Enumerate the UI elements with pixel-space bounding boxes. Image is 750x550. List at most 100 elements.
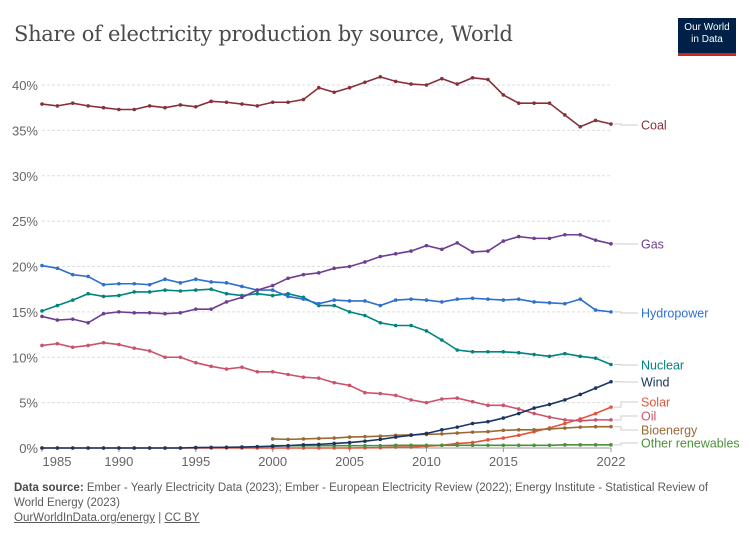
line-chart: 0% 5% 10% 15% 20% 25% 30% 35% 40% 1985 1990 1995 200… <box>12 75 740 469</box>
data-point <box>532 406 536 410</box>
y-tick-label: 20% <box>12 260 38 275</box>
data-point <box>270 100 275 105</box>
data-point <box>424 431 429 436</box>
data-point <box>609 405 613 409</box>
data-point <box>163 446 167 450</box>
data-point <box>501 239 506 243</box>
license-link[interactable]: CC BY <box>164 512 200 524</box>
data-point <box>578 124 583 129</box>
data-point <box>609 310 613 314</box>
data-point <box>178 446 183 450</box>
data-point <box>132 346 137 350</box>
series-line <box>42 406 612 449</box>
data-point <box>424 83 429 87</box>
data-point <box>347 299 352 303</box>
data-source-label: Data source: <box>14 482 84 494</box>
data-point <box>578 392 583 397</box>
data-point <box>70 101 75 105</box>
data-point <box>224 281 229 285</box>
label-connector <box>614 415 638 421</box>
data-point <box>224 300 229 304</box>
data-point <box>55 341 60 346</box>
data-point <box>440 247 444 252</box>
data-point <box>40 446 44 450</box>
x-tick-label: 1990 <box>104 454 133 469</box>
data-point <box>440 76 444 81</box>
data-point <box>332 303 336 308</box>
series-label: Coal <box>641 119 667 133</box>
data-point <box>147 104 152 108</box>
data-point <box>178 289 183 293</box>
series-hydropower: Hydropower <box>40 263 708 321</box>
series-line <box>42 381 612 449</box>
data-point <box>163 288 167 292</box>
data-point <box>147 446 152 450</box>
data-point <box>593 356 598 360</box>
data-point <box>55 104 60 108</box>
data-point <box>455 297 460 301</box>
data-point <box>563 418 567 422</box>
data-point <box>393 251 398 256</box>
data-point <box>516 443 521 448</box>
data-point <box>532 101 536 105</box>
data-point <box>286 443 290 448</box>
x-tick-label: 2010 <box>412 454 441 469</box>
data-point <box>40 263 44 268</box>
label-connector <box>614 426 638 431</box>
data-point <box>101 282 106 287</box>
data-point <box>470 296 475 301</box>
data-point <box>516 350 521 355</box>
data-point <box>455 241 460 245</box>
x-tick-label: 1995 <box>181 454 210 469</box>
y-tick-label: 0% <box>19 441 38 456</box>
data-point <box>240 102 244 106</box>
data-point <box>117 446 121 450</box>
label-connector <box>614 401 638 408</box>
data-point <box>409 249 413 253</box>
data-point <box>363 260 367 264</box>
data-point <box>501 443 506 448</box>
data-point <box>516 407 521 411</box>
separator: | <box>155 512 165 524</box>
data-point <box>132 281 137 286</box>
data-point <box>547 402 552 407</box>
data-point <box>440 432 444 436</box>
data-point <box>301 443 306 447</box>
data-point <box>255 104 260 108</box>
data-point <box>301 375 306 380</box>
data-point <box>516 101 521 105</box>
series-line <box>41 288 612 366</box>
y-tick-label: 5% <box>19 396 38 411</box>
data-point <box>440 300 444 304</box>
data-point <box>363 434 367 439</box>
data-point <box>393 298 398 302</box>
source-link[interactable]: OurWorldInData.org/energy <box>14 512 156 524</box>
data-point <box>470 430 475 434</box>
data-point <box>301 437 306 441</box>
series-line <box>41 75 612 128</box>
data-point <box>147 349 152 353</box>
data-point <box>455 348 460 352</box>
data-point <box>332 90 336 95</box>
data-point <box>532 352 536 357</box>
data-point <box>132 446 137 450</box>
data-point <box>609 424 613 429</box>
data-point <box>101 105 106 110</box>
series-oil: Oil <box>40 340 656 424</box>
data-point <box>317 376 321 380</box>
data-point <box>178 355 183 360</box>
data-point <box>270 293 275 298</box>
owid-logo[interactable]: Our World in Data <box>678 18 736 56</box>
x-tick-label: 1985 <box>43 454 72 469</box>
footer: Data source: Ember - Yearly Electricity … <box>14 481 734 526</box>
data-point <box>563 426 567 430</box>
data-point <box>363 299 367 303</box>
data-point <box>286 100 290 105</box>
series-line <box>41 264 612 313</box>
data-point <box>578 443 583 447</box>
data-point <box>593 386 598 390</box>
y-tick-label: 30% <box>12 169 38 184</box>
data-point <box>532 428 536 432</box>
data-point <box>563 301 567 306</box>
data-point <box>378 434 383 439</box>
